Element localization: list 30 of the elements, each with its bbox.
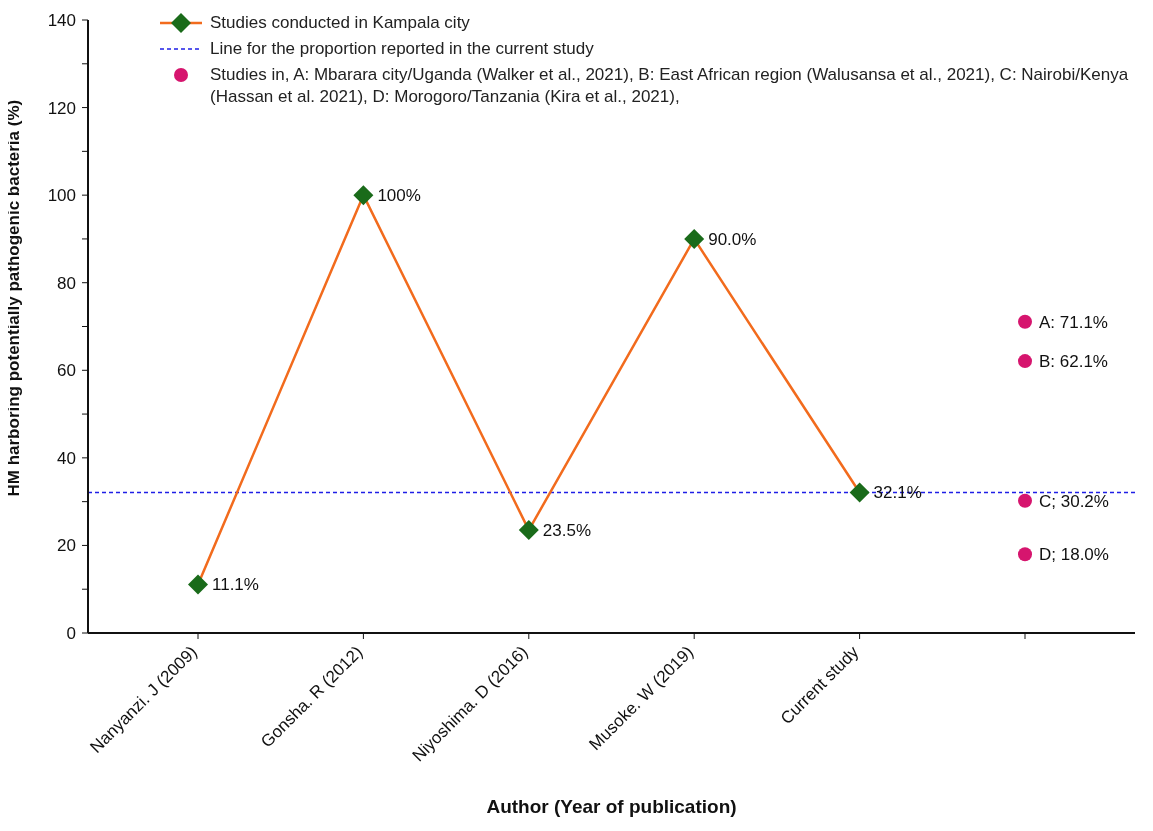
point <box>849 482 870 503</box>
data-label: B: 62.1% <box>1039 352 1108 372</box>
data-label: C; 30.2% <box>1039 491 1109 511</box>
point <box>188 574 208 595</box>
data-label: 90.0% <box>708 229 757 249</box>
point <box>684 228 705 249</box>
y-tick-label: 20 <box>57 536 76 556</box>
point <box>353 185 374 206</box>
y-tick-label: 0 <box>66 624 76 643</box>
y-tick-label: 120 <box>47 98 76 118</box>
legend-label: Studies conducted in Kampala city <box>210 12 470 34</box>
data-label: 32.1% <box>873 483 922 503</box>
data-label: 100% <box>377 186 421 206</box>
y-tick-label: 100 <box>47 186 76 206</box>
data-label: 23.5% <box>542 521 591 541</box>
data-label: 11.1% <box>212 575 259 595</box>
data-label: A: 71.1% <box>1039 312 1108 332</box>
point <box>1018 354 1032 369</box>
point <box>1018 314 1032 329</box>
point <box>1018 493 1032 508</box>
y-tick-label: 60 <box>57 361 76 381</box>
y-tick-label: 40 <box>57 448 76 468</box>
x-axis-title: Author (Year of publication) <box>486 796 737 817</box>
point <box>1018 547 1032 562</box>
legend-label: Studies in, A: Mbarara city/Uganda (Walker et al., 2021), B: East African region (Walusansa et al., 2021), C: Nairobi/Kenya (Hassan et al. 2021), D: Morogoro/Tanzania (Kira et al., 2021), <box>210 64 1130 108</box>
legend-label: Line for the proportion reported in the current study <box>210 38 594 60</box>
y-tick-label: 140 <box>47 11 76 30</box>
point <box>518 520 539 541</box>
data-label: D; 18.0% <box>1039 545 1109 565</box>
y-tick-label: 80 <box>57 273 76 293</box>
